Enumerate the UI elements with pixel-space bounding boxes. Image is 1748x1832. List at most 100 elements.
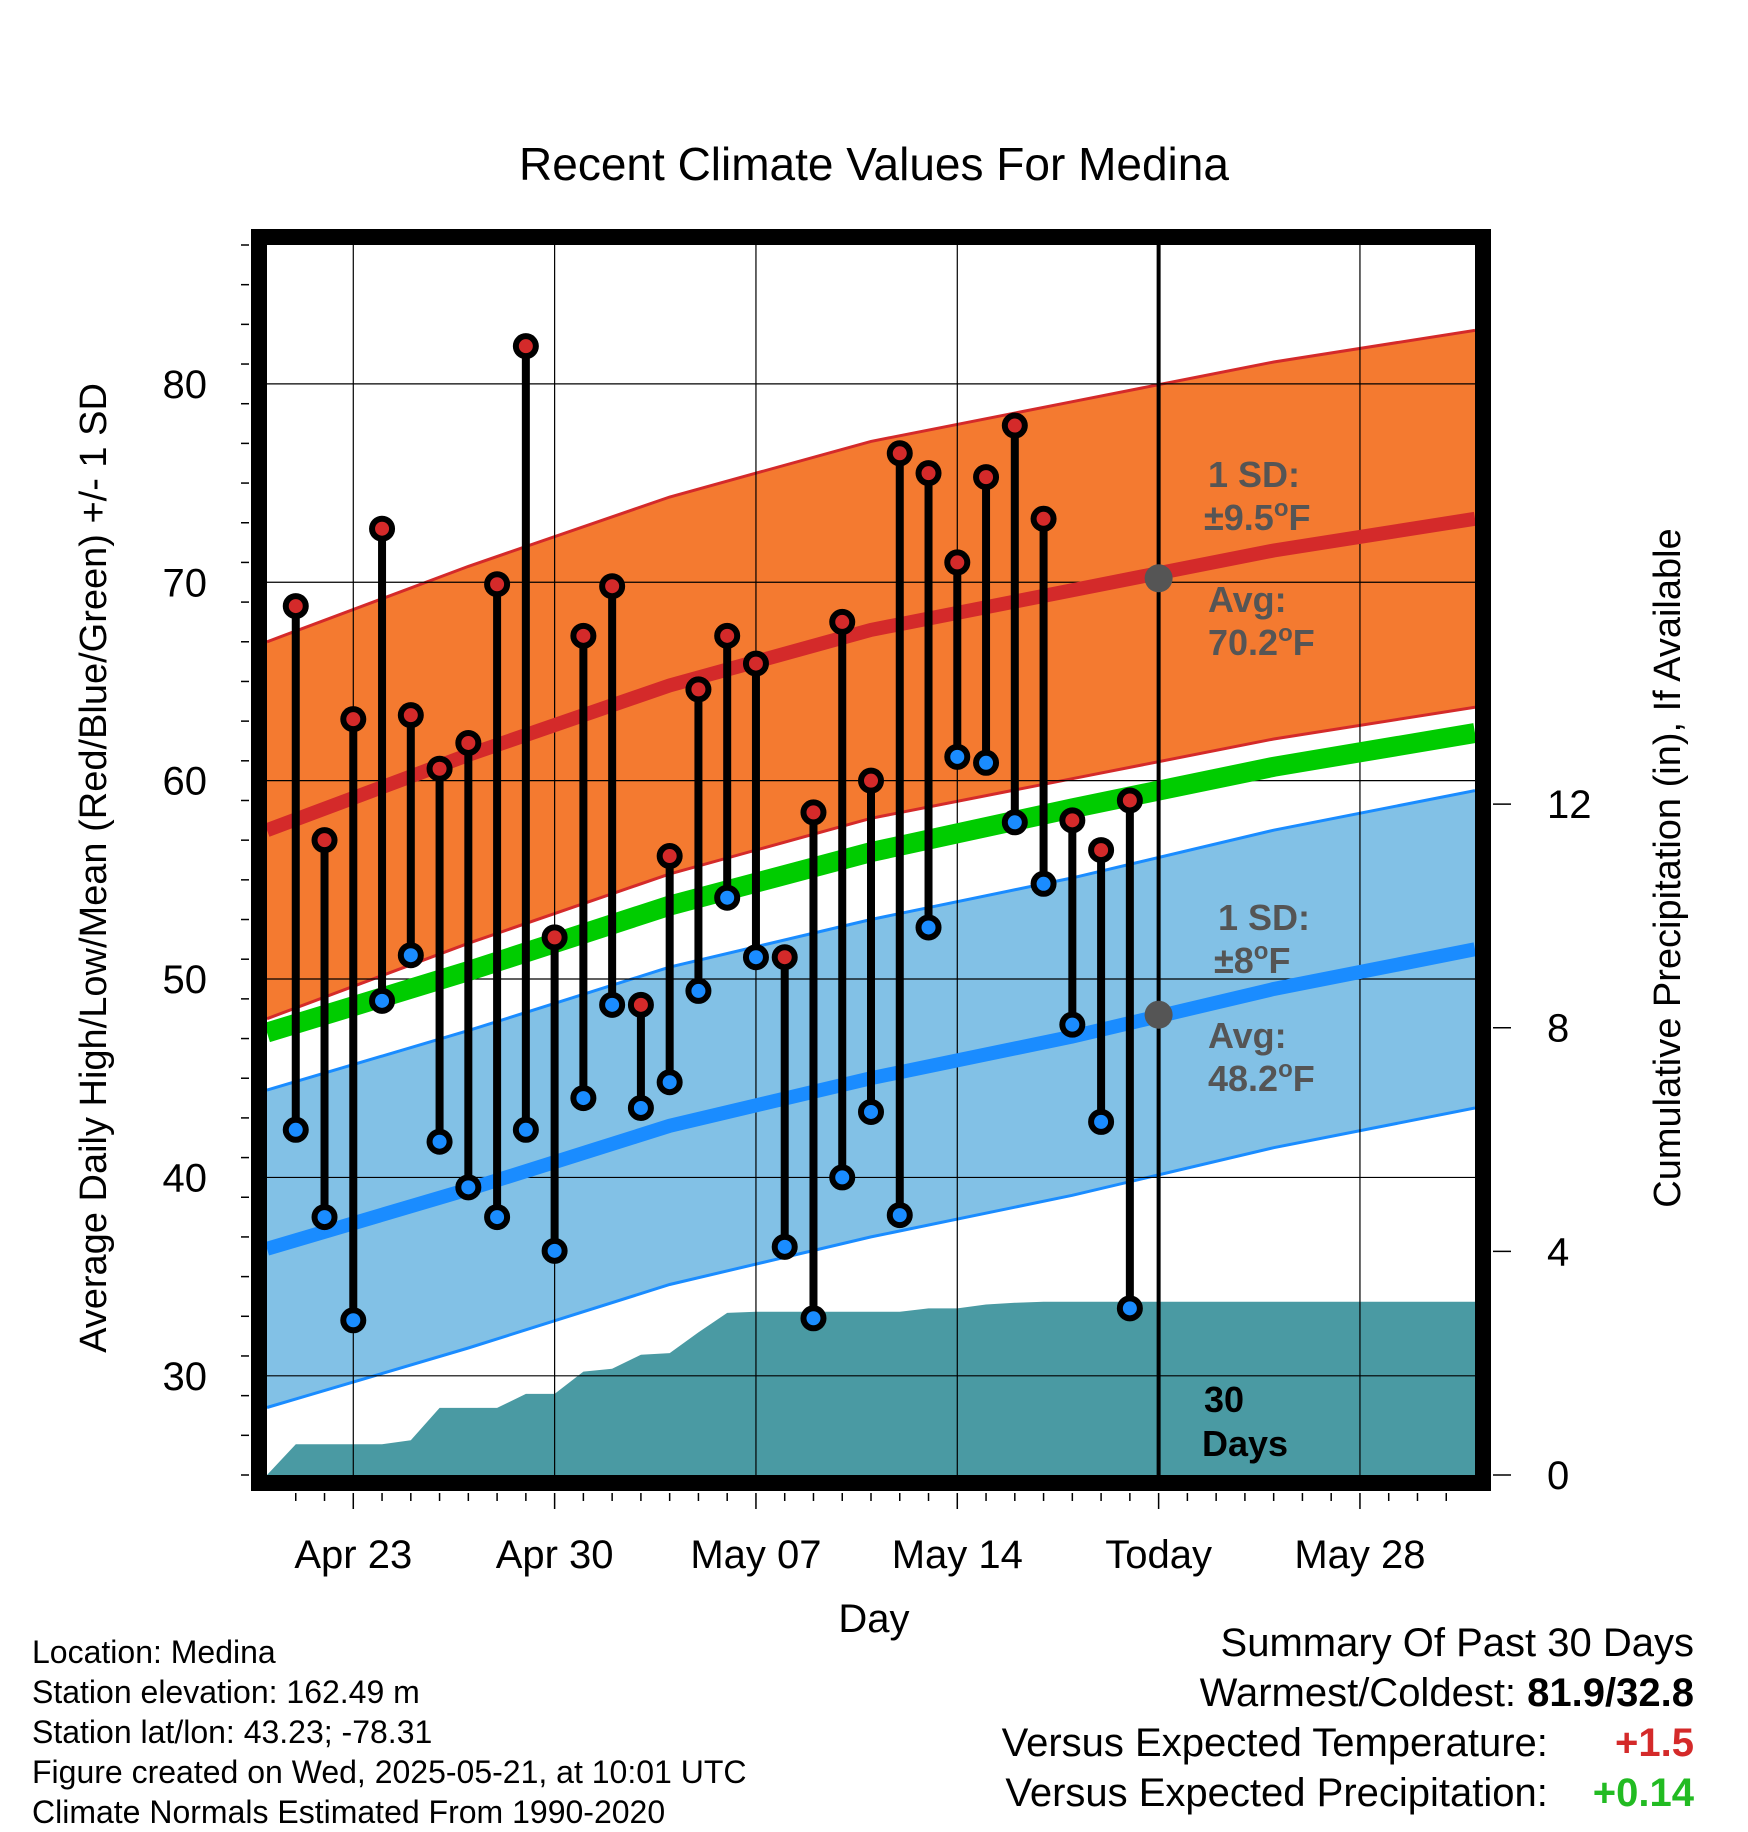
daily-high-point [570, 622, 597, 649]
y-tick-label: 30 [163, 1355, 208, 1399]
warmest-coldest-label: Warmest/Coldest: [1199, 1671, 1517, 1715]
daily-low-point [627, 1094, 654, 1121]
y-axis-label: Average Daily High/Low/Mean (Red/Blue/Gr… [73, 383, 115, 1353]
y2-tick-label: 12 [1547, 783, 1592, 827]
precip-vs-expected-row: Versus Expected Precipitation: +0.14 [1002, 1768, 1694, 1818]
low-avg-value: 48.2oF [1208, 1056, 1315, 1099]
daily-low-point [656, 1069, 683, 1096]
daily-high-point [599, 573, 626, 600]
created-text: Figure created on Wed, 2025-05-21, at 10… [32, 1754, 747, 1790]
daily-low-point [829, 1164, 856, 1191]
x-tick-label: Apr 23 [294, 1533, 412, 1577]
low-avg-label: Avg: [1208, 1015, 1287, 1056]
y2-axis-label: Cumulative Precipitation (in), If Availa… [1647, 528, 1689, 1207]
precipitation-area [267, 1301, 1475, 1475]
daily-high-point [1030, 505, 1057, 532]
x-tick-label: May 07 [690, 1533, 821, 1577]
y-tick-label: 60 [163, 760, 208, 804]
x-axis-label: Day [838, 1597, 909, 1641]
daily-low-point [570, 1085, 597, 1112]
daily-low-point [541, 1237, 568, 1264]
y2-tick-label: 4 [1547, 1230, 1569, 1274]
daily-low-point [886, 1202, 913, 1229]
x-tick-label: May 14 [892, 1533, 1023, 1577]
high-sd-upper-line [267, 328, 1475, 644]
daily-low-point [714, 884, 741, 911]
daily-high-point [915, 460, 942, 487]
daily-low-point [311, 1204, 338, 1231]
daily-low-point [742, 944, 769, 971]
daily-high-point [397, 702, 424, 729]
x-tick-label: Today [1105, 1533, 1212, 1577]
daily-low-point [1088, 1108, 1115, 1135]
daily-low-point [455, 1174, 482, 1201]
high-sd-label: 1 SD: [1208, 454, 1300, 495]
latlon-text: Station lat/lon: 43.23; -78.31 [32, 1714, 433, 1750]
summary-panel: Summary Of Past 30 Days Warmest/Coldest:… [1002, 1618, 1694, 1818]
low-sd-label: 1 SD: [1218, 897, 1310, 938]
daily-high-point [340, 706, 367, 733]
daily-low-point [973, 749, 1000, 776]
temp-vs-expected-row: Versus Expected Temperature: +1.5 [1002, 1718, 1694, 1768]
summary-title: Summary Of Past 30 Days [1220, 1621, 1694, 1665]
daily-high-point [1059, 807, 1086, 834]
high-avg-label: Avg: [1208, 579, 1287, 620]
daily-high-point [369, 515, 396, 542]
daily-high-point [1088, 837, 1115, 864]
warmest-coldest-value: 81.9/32.8 [1527, 1671, 1694, 1715]
daily-high-point [742, 650, 769, 677]
daily-high-point [656, 843, 683, 870]
daily-high-point [858, 767, 884, 794]
y2-tick-label: 8 [1547, 1007, 1569, 1051]
high-average-marker [1144, 564, 1173, 593]
plot-area [267, 245, 1475, 1475]
daily-low-point [915, 914, 942, 941]
daily-low-point [340, 1307, 367, 1334]
period-label-count: 30 [1204, 1379, 1244, 1420]
warmest-coldest-row: Warmest/Coldest: 81.9/32.8 [1002, 1668, 1694, 1718]
y-tick-label: 80 [163, 363, 208, 407]
precip-vs-expected-value: +0.14 [1592, 1771, 1694, 1815]
low-sd-value: ±8oF [1214, 938, 1290, 981]
daily-low-point [599, 991, 626, 1018]
daily-low-point [282, 1116, 309, 1143]
daily-low-point [858, 1098, 884, 1125]
daily-high-point [1116, 787, 1143, 814]
high-avg-value: 70.2oF [1208, 620, 1315, 663]
daily-high-point [973, 464, 1000, 491]
daily-low-point [944, 743, 971, 770]
low-average-marker [1144, 1000, 1173, 1029]
temp-vs-expected-label: Versus Expected Temperature: [1001, 1721, 1548, 1765]
x-tick-label: May 28 [1294, 1533, 1425, 1577]
low-sd-lower-line [267, 1106, 1475, 1409]
daily-high-point [426, 755, 453, 782]
daily-low-point [369, 987, 396, 1014]
plot-frame [251, 229, 1491, 1491]
daily-low-point [1030, 870, 1057, 897]
daily-high-point [1001, 412, 1028, 439]
daily-high-point [484, 571, 511, 598]
temp-vs-expected-value: +1.5 [1615, 1721, 1694, 1765]
daily-low-point [1059, 1011, 1086, 1038]
daily-high-point [282, 593, 309, 620]
daily-high-point [311, 827, 338, 854]
daily-low-point [685, 977, 712, 1004]
daily-low-point [800, 1305, 827, 1332]
daily-high-point [829, 608, 856, 635]
daily-high-point [455, 729, 482, 756]
normals-text: Climate Normals Estimated From 1990-2020 [32, 1794, 666, 1830]
y-tick-label: 50 [163, 958, 208, 1002]
daily-low-point [397, 942, 424, 969]
period-label-unit: Days [1202, 1423, 1288, 1464]
daily-high-point [771, 944, 798, 971]
y2-tick-label: 0 [1547, 1454, 1569, 1498]
daily-high-point [800, 799, 827, 826]
chart-title: Recent Climate Values For Medina [519, 138, 1229, 190]
daily-low-point [484, 1204, 511, 1231]
daily-high-point [685, 676, 712, 703]
station-info: Location: Medina Station elevation: 162.… [32, 1632, 746, 1832]
daily-high-point [541, 924, 568, 951]
daily-high-point [627, 991, 654, 1018]
daily-low-point [512, 1116, 539, 1143]
x-tick-label: Apr 30 [496, 1533, 614, 1577]
